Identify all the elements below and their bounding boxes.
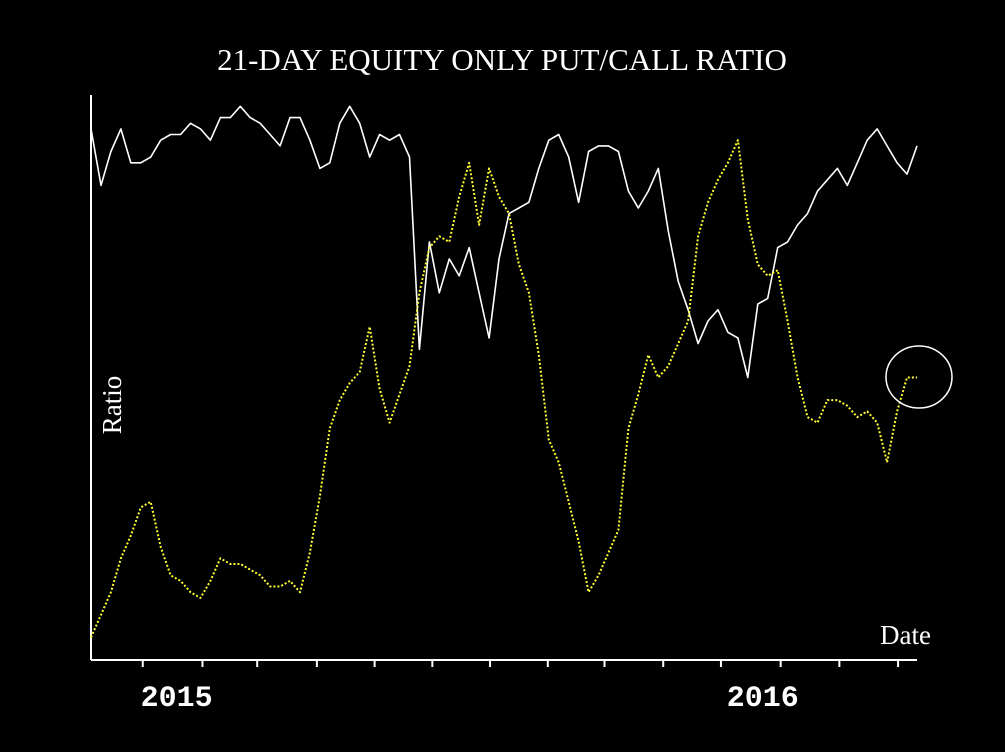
chart-title: 21-DAY EQUITY ONLY PUT/CALL RATIO [217, 42, 787, 77]
highlight-circle [885, 345, 953, 409]
x-axis-title: Date [880, 620, 931, 650]
x-tick-label: 2015 [141, 682, 213, 716]
y-axis-title: Ratio [97, 376, 127, 435]
x-tick-label: 2016 [727, 682, 799, 716]
series-line [90, 139, 917, 638]
series-line [90, 105, 918, 379]
